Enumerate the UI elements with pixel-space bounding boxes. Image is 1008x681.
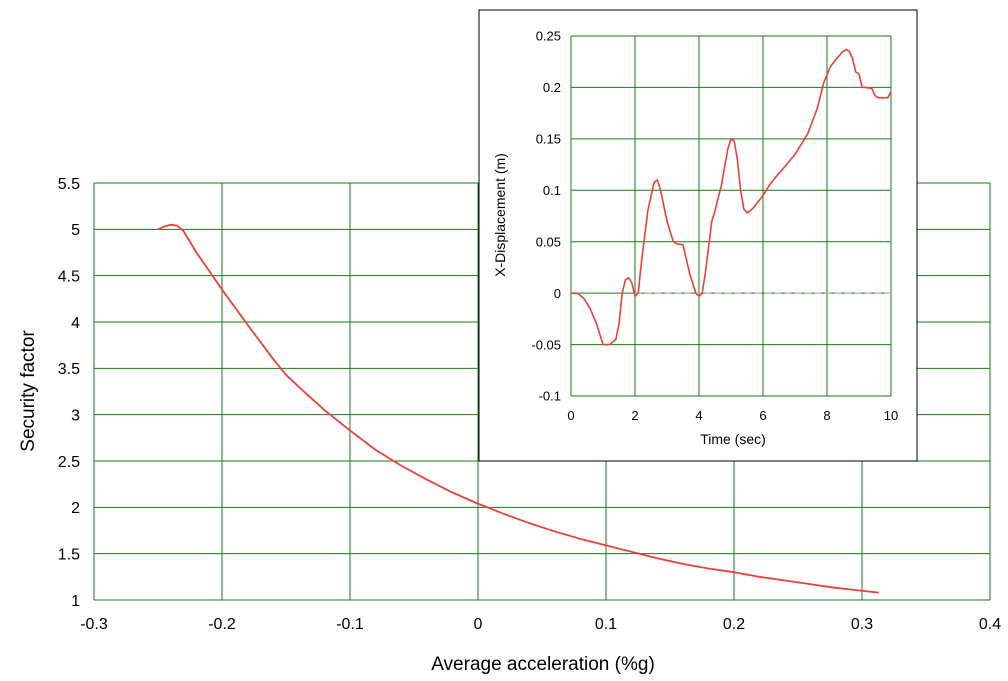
security-factor-line bbox=[157, 223, 879, 594]
y-tick-label: 4 bbox=[71, 315, 80, 332]
x-tick-label: -0.2 bbox=[208, 616, 236, 633]
x-tick-label: 4 bbox=[695, 408, 702, 423]
inset-chart-tick-labels: 0 2 4 6 8 10 -0.1 -0.05 0 0.05 0.1 0.15 0.2 0.25 bbox=[531, 29, 898, 423]
main-x-axis-label: Average acceleration (%g) bbox=[431, 654, 655, 675]
y-tick-label: 5 bbox=[71, 222, 80, 239]
main-y-axis-label: Security factor bbox=[18, 330, 39, 452]
y-tick-label: 1 bbox=[71, 593, 80, 610]
x-tick-label: 6 bbox=[759, 408, 766, 423]
y-tick-label: -0.05 bbox=[531, 337, 561, 352]
y-tick-label: 0.1 bbox=[543, 183, 561, 198]
y-tick-label: 0.2 bbox=[543, 80, 561, 95]
inset-x-axis-label: Time (sec) bbox=[700, 431, 766, 447]
y-tick-label: 3 bbox=[71, 407, 80, 424]
y-tick-label: 3.5 bbox=[58, 361, 80, 378]
x-tick-label: 8 bbox=[823, 408, 830, 423]
y-tick-label: 0 bbox=[554, 286, 561, 301]
inset-y-axis-label: X-Displacement (m) bbox=[492, 153, 508, 277]
main-chart-tick-labels: -0.3 -0.2 -0.1 0 0.1 0.2 0.3 0.4 1 1.5 2 2.5 3 3.5 4 4.… bbox=[58, 176, 1001, 633]
x-tick-label: -0.3 bbox=[80, 616, 108, 633]
y-tick-label: 5.5 bbox=[58, 176, 80, 193]
x-tick-label: 0.1 bbox=[595, 616, 617, 633]
x-tick-label: 0 bbox=[567, 408, 574, 423]
y-tick-label: -0.1 bbox=[539, 389, 561, 404]
y-tick-label: 2 bbox=[71, 500, 80, 517]
x-tick-label: 2 bbox=[631, 408, 638, 423]
x-tick-label: -0.1 bbox=[336, 616, 364, 633]
x-tick-label: 0.4 bbox=[979, 616, 1001, 633]
x-tick-label: 0 bbox=[474, 616, 483, 633]
y-tick-label: 0.05 bbox=[536, 234, 561, 249]
y-tick-label: 4.5 bbox=[58, 268, 80, 285]
y-tick-label: 0.15 bbox=[536, 132, 561, 147]
y-tick-label: 0.25 bbox=[536, 29, 561, 44]
inset-background bbox=[478, 9, 918, 462]
x-tick-label: 0.3 bbox=[851, 616, 873, 633]
x-tick-label: 10 bbox=[884, 408, 898, 423]
y-tick-label: 2.5 bbox=[58, 454, 80, 471]
x-displacement-line bbox=[571, 48, 892, 346]
x-tick-label: 0.2 bbox=[723, 616, 745, 633]
y-tick-label: 1.5 bbox=[58, 546, 80, 563]
